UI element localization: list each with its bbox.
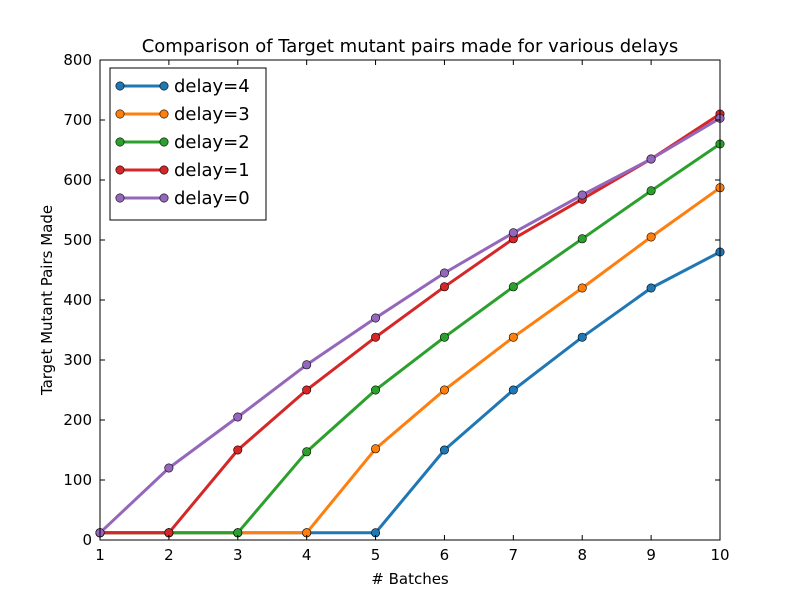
data-point [164,463,174,473]
legend-label: delay=1 [174,160,250,181]
x-tick-label: 8 [577,546,587,564]
legend-marker [115,165,125,175]
data-point [233,445,243,455]
legend-marker [159,81,169,91]
data-point [371,444,381,454]
legend-box [109,67,267,221]
legend-marker [115,193,125,203]
y-tick-label: 200 [63,411,92,429]
data-point [371,313,381,323]
y-tick-label: 300 [63,351,92,369]
legend-label: delay=0 [174,188,250,209]
y-tick-label: 100 [63,471,92,489]
data-point [577,190,587,200]
data-point [646,283,656,293]
data-point [577,332,587,342]
data-point [439,268,449,278]
data-point [233,412,243,422]
y-tick-label: 500 [63,231,92,249]
data-point [577,234,587,244]
legend-marker [115,109,125,119]
data-point [439,332,449,342]
x-tick-label: 10 [710,546,729,564]
data-point [508,385,518,395]
data-point [302,447,312,457]
y-tick-label: 800 [63,51,92,69]
data-point [508,332,518,342]
x-axis-title: # Batches [371,570,449,588]
legend-marker [159,137,169,147]
legend-marker [115,137,125,147]
chart-title: Comparison of Target mutant pairs made f… [142,36,679,57]
legend-marker [159,165,169,175]
x-tick-label: 4 [302,546,312,564]
series-line-4 [98,116,722,535]
x-tick-label: 5 [371,546,381,564]
series-line-2 [98,142,722,535]
series-line-3 [98,112,722,535]
legend-label: delay=3 [174,104,250,125]
x-tick-label: 2 [164,546,174,564]
y-tick-label: 700 [63,111,92,129]
data-point [439,385,449,395]
x-tick-label: 3 [233,546,243,564]
y-axis-title: Target Mutant Pairs Made [38,205,56,396]
data-point [508,282,518,292]
data-point [646,154,656,164]
data-point [439,445,449,455]
x-tick-label: 1 [95,546,105,564]
y-tick-label: 400 [63,291,92,309]
legend-label: delay=4 [174,76,250,97]
legend-marker [159,109,169,119]
data-point [371,385,381,395]
data-point [302,385,312,395]
data-point [302,360,312,370]
y-tick-label: 0 [82,531,92,549]
data-point [646,232,656,242]
data-point [646,186,656,196]
data-point [577,283,587,293]
x-tick-label: 9 [646,546,656,564]
data-point [439,282,449,292]
legend-marker [115,81,125,91]
legend-marker [159,193,169,203]
legend-label: delay=2 [174,132,250,153]
x-tick-label: 6 [440,546,450,564]
y-tick-label: 600 [63,171,92,189]
data-point [508,228,518,238]
x-tick-label: 7 [509,546,519,564]
data-point [371,332,381,342]
series-line-1 [98,186,722,535]
